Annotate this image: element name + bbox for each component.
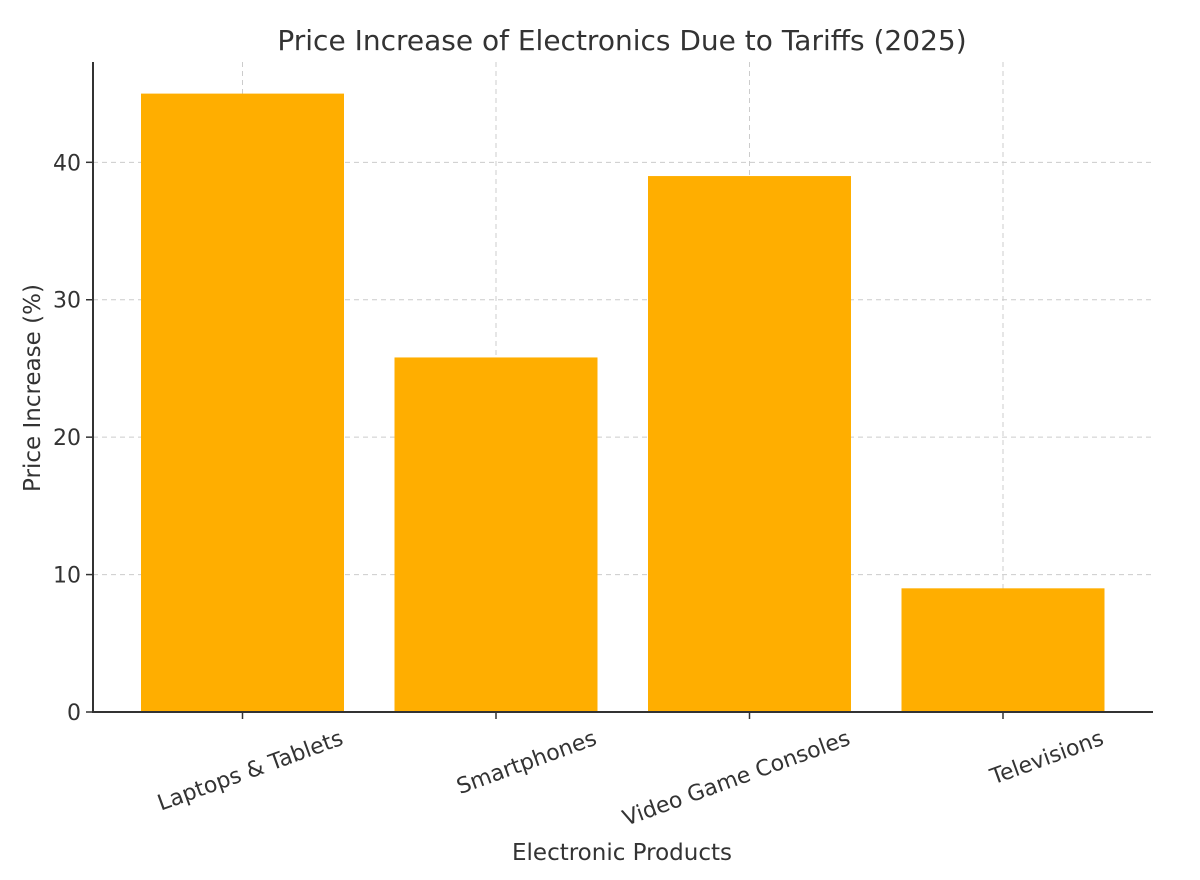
chart-title: Price Increase of Electronics Due to Tar… [277,24,966,57]
y-ticks: 0 10 20 30 40 [53,151,93,726]
bar [648,176,851,712]
bar [394,357,598,712]
x-tick-label: Video Game Consoles [620,726,854,832]
y-tick-label: 40 [53,151,81,176]
y-tick-label: 10 [53,564,81,589]
y-tick-label: 30 [53,289,81,314]
axes [92,62,1153,713]
bar [141,93,344,713]
x-ticks: Laptops & Tablets Smartphones Video Game C… [154,712,1107,832]
y-axis-label: Price Increase (%) [20,284,46,492]
y-tick-label: 20 [53,426,81,451]
y-tick-label: 0 [67,701,81,726]
bar [901,588,1105,712]
x-axis-label: Electronic Products [512,840,732,866]
x-tick-label: Televisions [986,726,1107,790]
x-tick-label: Smartphones [453,726,600,800]
bars [141,93,1105,713]
x-tick-label: Laptops & Tablets [154,726,346,816]
